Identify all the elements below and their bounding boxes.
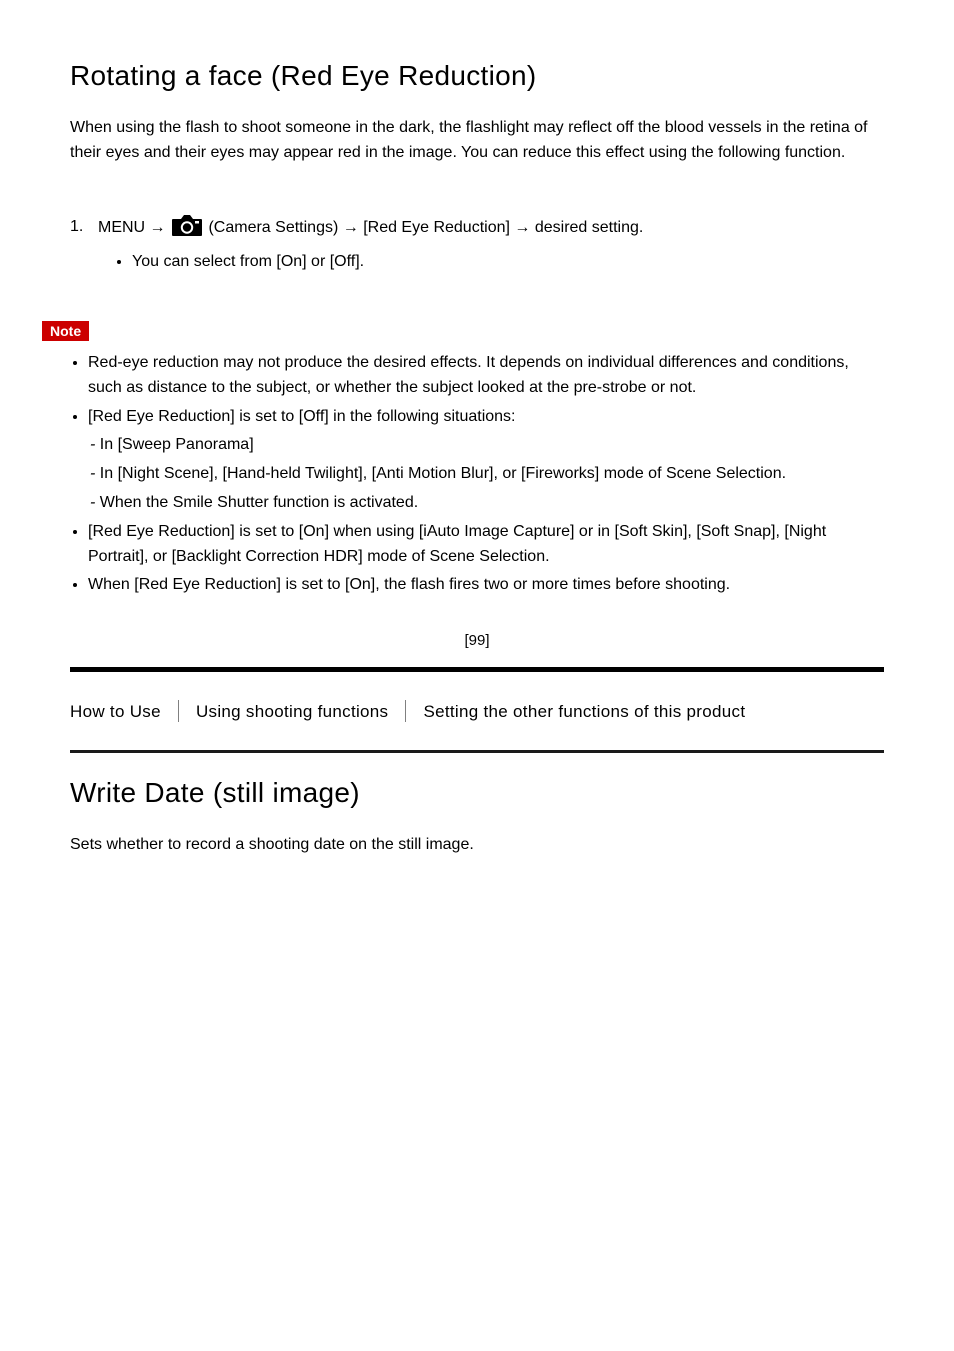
step-seg3: → desired setting. <box>514 219 643 236</box>
step-text: MENU → (Camera Settings) → [Red Eye Redu… <box>98 214 884 245</box>
step-sub-bullet: You can select from [On] or [Off]. <box>132 250 884 275</box>
step-seg1: (Camera Settings) → <box>208 219 358 236</box>
breadcrumb-item: Using shooting functions <box>196 702 388 721</box>
breadcrumb-separator <box>405 700 406 722</box>
note-item: - In [Sweep Panorama] <box>90 433 884 458</box>
step-sub-bullets: You can select from [On] or [Off]. <box>114 250 884 275</box>
note-badge: Note <box>42 321 89 341</box>
breadcrumb: How to Use Using shooting functions Sett… <box>70 672 884 750</box>
breadcrumb-item: How to Use <box>70 702 161 721</box>
intro-paragraph: When using the flash to shoot someone in… <box>70 116 884 166</box>
section-body: Sets whether to record a shooting date o… <box>70 833 884 858</box>
note-block: Note Red-eye reduction may not produce t… <box>70 275 884 598</box>
divider-thin <box>70 750 884 753</box>
step-prefix: MENU → <box>98 219 166 236</box>
note-item: - When the Smile Shutter function is act… <box>90 491 884 516</box>
page-number: [99] <box>70 632 884 649</box>
step-number: 1. <box>70 214 98 240</box>
document-page: Rotating a face (Red Eye Reduction) When… <box>0 0 954 914</box>
note-list: Red-eye reduction may not produce the de… <box>70 351 884 598</box>
section-title: Write Date (still image) <box>70 777 884 809</box>
page-heading: Rotating a face (Red Eye Reduction) <box>70 60 884 92</box>
note-item: [Red Eye Reduction] is set to [Off] in t… <box>88 405 884 430</box>
breadcrumb-separator <box>178 700 179 722</box>
step-seg2: [Red Eye Reduction] <box>363 219 510 236</box>
note-item: - In [Night Scene], [Hand-held Twilight]… <box>90 462 884 487</box>
instruction-step: 1. MENU → (Camera Settings) → [Red Eye R… <box>70 214 884 245</box>
camera-icon <box>172 214 202 245</box>
breadcrumb-item: Setting the other functions of this prod… <box>423 702 745 721</box>
note-item: [Red Eye Reduction] is set to [On] when … <box>88 520 884 570</box>
note-item: When [Red Eye Reduction] is set to [On],… <box>88 573 884 598</box>
note-item: Red-eye reduction may not produce the de… <box>88 351 884 401</box>
